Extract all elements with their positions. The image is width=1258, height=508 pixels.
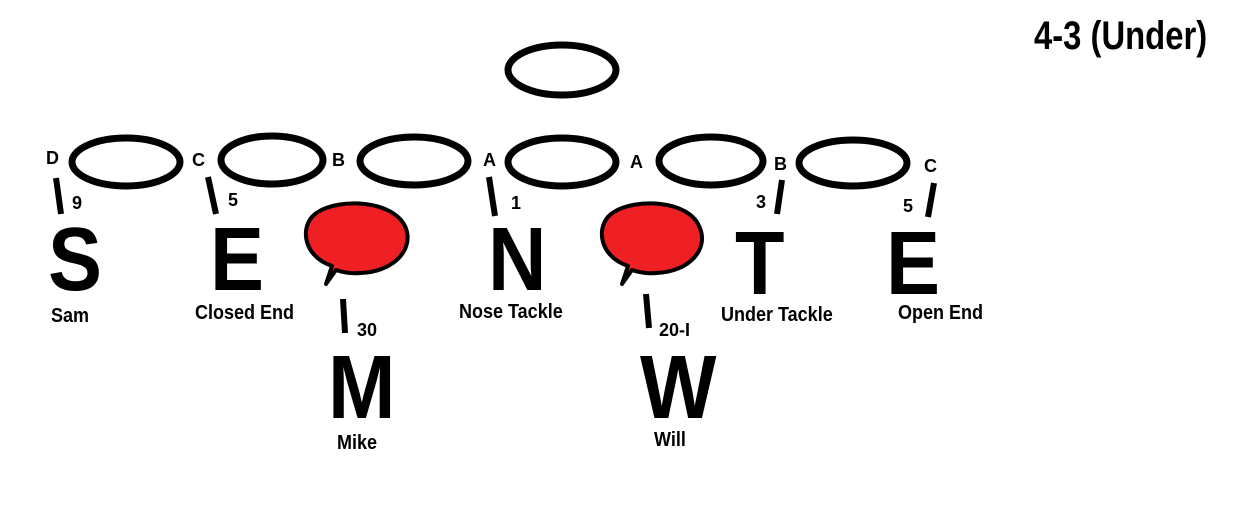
gap-label-a: A	[483, 150, 496, 170]
position-name-will: Will	[654, 429, 686, 451]
defender-letter-nose: N	[488, 210, 547, 310]
technique-label-mike: 30	[357, 320, 378, 340]
position-name-nose: Nose Tackle	[459, 301, 563, 323]
gap-label-b: B	[774, 154, 787, 174]
gap-label-a: A	[630, 152, 643, 172]
speech-bubble-icon-mike	[303, 201, 410, 286]
offense-oval-3	[356, 133, 472, 189]
offense-oval-center	[504, 134, 620, 190]
defender-letter-closed-end: E	[210, 210, 265, 310]
technique-label-closed-end: 5	[228, 190, 239, 210]
position-name-mike: Mike	[337, 432, 378, 454]
offense-oval-backfield	[504, 41, 620, 99]
defender-letter-will: W	[640, 338, 717, 438]
alignment-line-closed-end	[205, 176, 219, 215]
technique-label-nose: 1	[511, 193, 522, 213]
offense-oval-6	[795, 136, 911, 190]
gap-label-c: C	[924, 156, 937, 176]
alignment-line-nose	[486, 176, 498, 217]
gap-label-b: B	[332, 150, 345, 170]
speech-bubble-icon-will	[599, 201, 705, 286]
offense-oval-2	[217, 132, 327, 188]
gap-label-c: C	[192, 150, 205, 170]
technique-label-under-tackle: 3	[756, 192, 767, 212]
position-name-closed-end: Closed End	[195, 302, 295, 324]
alignment-line-open-end	[925, 182, 937, 218]
technique-label-sam: 9	[72, 193, 83, 213]
position-name-under-tackle: Under Tackle	[721, 304, 833, 326]
position-name-sam: Sam	[51, 305, 90, 327]
position-name-open-end: Open End	[898, 302, 984, 324]
technique-label-open-end: 5	[903, 196, 914, 216]
offense-oval-5	[655, 133, 767, 189]
alignment-line-will	[643, 293, 652, 329]
gap-label-d: D	[46, 148, 59, 168]
alignment-line-under-tackle	[774, 179, 785, 215]
technique-label-will: 20-I	[659, 320, 691, 340]
defender-letter-open-end: E	[886, 214, 941, 314]
diagram-title: 4-3 (Under)	[1034, 14, 1208, 58]
offense-oval-1	[68, 134, 184, 190]
defender-letter-mike: M	[328, 338, 396, 438]
defender-letter-under-tackle: T	[735, 214, 785, 314]
defender-letter-sam: S	[48, 210, 103, 310]
alignment-line-sam	[53, 177, 64, 215]
alignment-line-mike	[340, 298, 348, 334]
